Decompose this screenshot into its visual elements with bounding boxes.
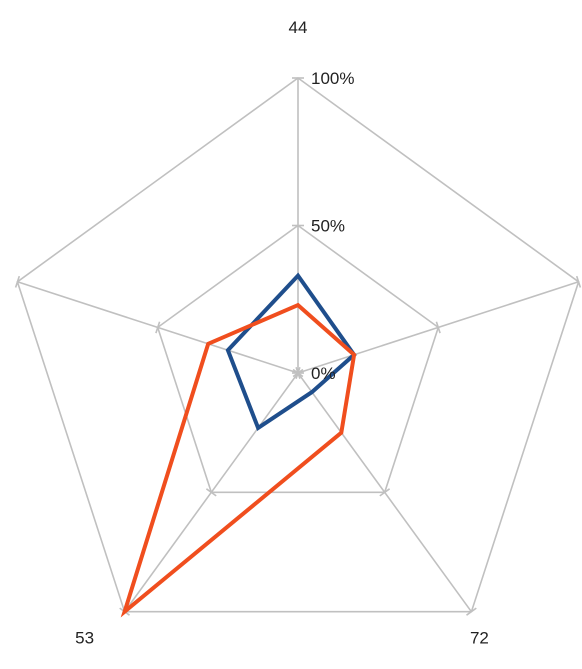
category-label-0: 44 [289,18,308,37]
series-1-line [120,302,357,618]
grid-tick-1-100 [575,275,582,288]
series-0-line [225,272,357,431]
grid-tick-1-50 [435,321,441,334]
radar-category-labels: 44 72 53 [75,18,489,648]
category-label-2: 72 [470,629,489,648]
grid-tick-4-0 [295,367,301,379]
category-label-3: 53 [75,629,94,648]
radar-tick-labels: 0% 50% 100% [311,69,354,383]
grid-tick-3-50 [205,488,217,497]
grid-tick-2-50 [379,488,391,497]
r-tick-label-50: 50% [311,217,345,236]
grid-ring-50 [156,224,440,494]
grid-tick-2-100 [466,607,477,616]
grid-tick-4-50 [155,321,161,334]
r-tick-label-0: 0% [311,364,336,383]
grid-tick-4-100 [14,275,21,288]
r-tick-label-100: 100% [311,69,354,88]
radar-grid [14,77,582,616]
grid-ring-100 [16,77,580,613]
radar-series [120,272,357,618]
